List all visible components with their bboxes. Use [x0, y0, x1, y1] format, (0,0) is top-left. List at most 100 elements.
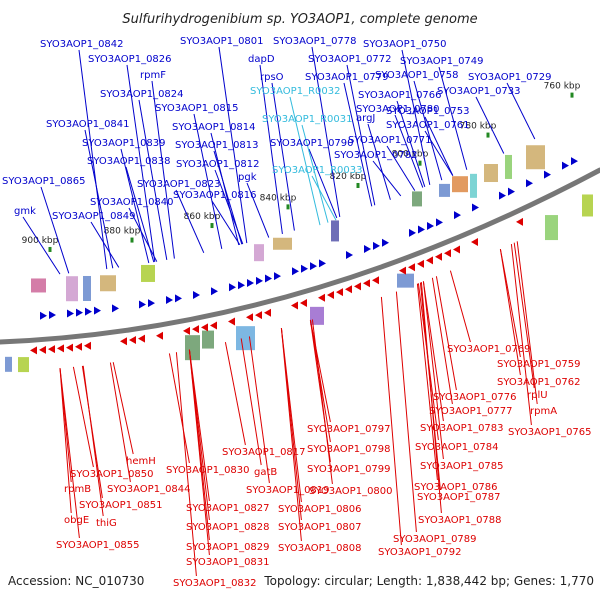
gene-label: SYO3AOP1_0778	[273, 36, 357, 47]
minus-strand-arrow	[327, 290, 334, 299]
gene-label: SYO3AOP1_0814	[172, 122, 256, 133]
tick-label: 820 kbp	[330, 172, 367, 182]
plus-strand-arrow	[571, 157, 578, 166]
label-connector	[59, 368, 80, 539]
label-connector	[193, 113, 223, 250]
label-connector	[394, 114, 424, 188]
label-connector	[78, 49, 108, 270]
plus-strand-arrow	[193, 290, 200, 299]
feature-box	[236, 326, 255, 351]
gene-label: SYO3AOP1_0801	[180, 36, 264, 47]
label-connector	[259, 64, 283, 234]
tick-mark	[486, 132, 490, 138]
label-connector	[413, 80, 443, 181]
label-connector	[401, 49, 431, 185]
label-lines	[22, 46, 538, 577]
gene-label: rpmA	[530, 406, 557, 417]
label-connector	[516, 241, 538, 405]
minus-strand-arrow	[336, 288, 343, 297]
gene-label: rplU	[527, 390, 548, 401]
gene-label: SYO3AOP1_0851	[79, 500, 163, 511]
label-connector	[367, 123, 391, 200]
gene-label: SYO3AOP1_0779	[305, 72, 389, 83]
plus-strand-arrow	[256, 276, 263, 285]
plus-strand-arrow	[310, 262, 317, 271]
gene-label: SYO3AOP1_0841	[46, 119, 130, 130]
plus-strand-arrow	[49, 311, 56, 320]
label-connector	[248, 336, 270, 484]
gene-label: gatB	[254, 467, 277, 478]
gene-label: SYO3AOP1_0815	[155, 103, 239, 114]
feature-box	[470, 173, 477, 198]
minus-strand-arrow	[516, 217, 523, 226]
topology-text: Topology: circular; Length: 1,838,442 bp…	[263, 574, 594, 588]
plus-strand-arrow	[427, 221, 434, 230]
minus-strand-arrow	[57, 344, 64, 353]
label-connector	[120, 148, 150, 264]
plus-strand-arrow	[472, 203, 479, 212]
accession-text: Accession: NC_010730	[8, 574, 144, 588]
gene-label: SYO3AOP1_0783	[420, 423, 504, 434]
label-connector	[214, 169, 244, 245]
plus-strand-arrow	[238, 281, 245, 290]
label-connector	[309, 319, 331, 423]
label-connector	[271, 82, 295, 231]
minus-strand-arrow	[408, 263, 415, 272]
rna-label: SYO3AOP1_R0033	[272, 165, 362, 176]
plus-strand-arrow	[229, 283, 236, 292]
plus-strand-arrow	[382, 238, 389, 247]
plus-strand-arrow	[292, 267, 299, 276]
label-connector	[499, 248, 521, 376]
feature-box	[31, 278, 46, 293]
tick-mark	[356, 182, 360, 188]
gene-label: argJ	[356, 113, 375, 124]
gene-label: SYO3AOP1_0765	[508, 427, 592, 438]
label-connector	[175, 352, 197, 577]
label-connector	[246, 182, 270, 238]
label-connector	[513, 242, 535, 389]
gene-label: SYO3AOP1_0828	[186, 522, 270, 533]
label-connector	[188, 349, 210, 556]
gene-label: SYO3AOP1_0782	[334, 150, 418, 161]
feature-box	[185, 335, 200, 361]
minus-strand-arrow	[363, 279, 370, 288]
tick-label: 780 kbp	[460, 122, 497, 132]
label-connector	[420, 282, 442, 514]
label-connector	[112, 362, 134, 455]
minus-strand-arrow	[426, 256, 433, 265]
label-connector	[224, 342, 246, 446]
plus-strand-arrow	[301, 264, 308, 273]
minus-strand-arrow	[264, 308, 271, 317]
label-connector	[126, 64, 156, 263]
minus-strand-arrow	[156, 331, 163, 340]
gene-labels: SYO3AOP1_0842 SYO3AOP1_0826 rpmF SYO3AOP1_0…	[2, 36, 592, 589]
label-connector	[343, 82, 373, 207]
label-connector	[72, 366, 94, 468]
feature-box	[484, 164, 498, 183]
label-connector	[40, 186, 70, 274]
gene-label: SYO3AOP1_0729	[468, 72, 552, 83]
minus-strand-arrow	[192, 325, 199, 334]
gene-label: SYO3AOP1_0784	[415, 442, 499, 453]
label-connector	[346, 64, 376, 206]
gene-label: SYO3AOP1_0771	[348, 135, 432, 146]
plus-strand-arrow	[544, 170, 551, 179]
feature-box	[439, 183, 450, 197]
label-connector	[211, 200, 241, 246]
feature-box	[331, 220, 339, 242]
gene-label: SYO3AOP1_0766	[358, 90, 442, 101]
feature-box	[100, 275, 116, 292]
label-connector	[301, 124, 329, 223]
plus-strand-arrow	[274, 272, 281, 281]
feature-box	[202, 330, 214, 349]
tick-mark	[210, 223, 214, 229]
tick-mark	[130, 237, 134, 243]
label-connector	[59, 368, 72, 514]
plus-strand-arrow	[526, 179, 533, 188]
gene-label: SYO3AOP1_0812	[176, 159, 260, 170]
tick-label: 900 kbp	[22, 236, 59, 246]
gene-label: SYO3AOP1_0786	[414, 482, 498, 493]
gene-label: SYO3AOP1_0777	[429, 406, 513, 417]
